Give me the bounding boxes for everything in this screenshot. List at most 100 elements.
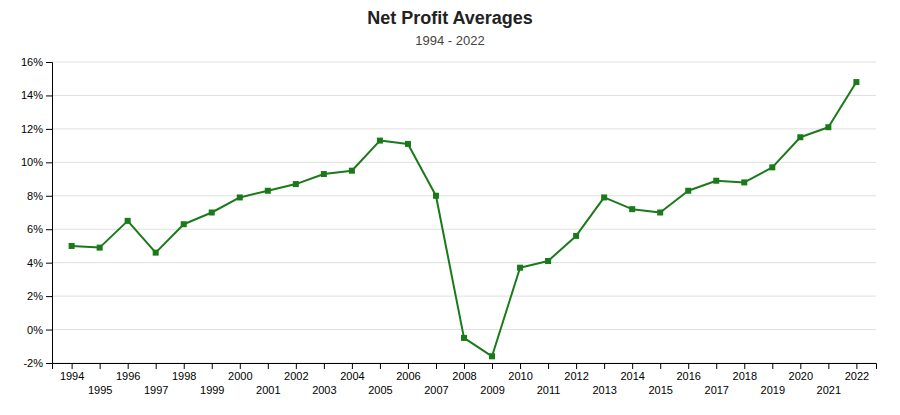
x-tick: 2016 [676,363,700,382]
x-tick-mark [576,363,577,369]
marker [825,124,831,130]
y-tick-label: 6% [27,223,43,235]
x-tick: 2013 [592,363,616,396]
marker [517,265,523,271]
grid-line [52,262,876,263]
y-tick-mark [46,129,52,130]
y-tick-mark [46,62,52,63]
x-tick-label: 2015 [648,384,672,396]
y-tick: 16% [21,56,52,68]
marker [237,194,243,200]
grid-line [52,229,876,230]
x-tick-mark [492,363,493,369]
y-tick: 14% [21,89,52,101]
x-tick-mark [240,363,241,369]
marker [125,218,131,224]
x-tick: 2009 [480,363,504,396]
x-tick-label: 2014 [620,370,644,382]
x-tick: 2007 [424,363,448,396]
plot-area: -2%0%2%4%6%8%10%12%14%16%199419951996199… [21,56,877,396]
marker [573,233,579,239]
data-marks [69,79,860,359]
y-tick: 8% [27,190,52,202]
x-tick-label: 1995 [88,384,112,396]
y-tick-label: 16% [21,56,43,68]
y-tick: 2% [27,290,52,302]
x-tick: 2004 [340,363,364,382]
marker [601,194,607,200]
x-tick-mark [464,363,465,369]
x-tick-mark [184,363,185,369]
y-axis-line [46,63,53,364]
grid-line [52,62,876,63]
x-axis: 1994199519961997199819992000200120022003… [53,363,877,396]
x-tick-mark [380,363,381,369]
marker [489,353,495,359]
x-tick-label: 2008 [452,370,476,382]
y-tick-mark [46,330,52,331]
y-tick-label: -2% [23,357,43,369]
y-tick-mark [46,229,52,230]
grid-line [52,195,876,196]
marker [153,250,159,256]
x-tick: 1999 [200,363,224,396]
x-tick-label: 2016 [676,370,700,382]
y-tick-label: 2% [27,290,43,302]
x-tick: 2008 [452,363,476,382]
y-tick: -2% [23,357,52,369]
x-tick: 2002 [284,363,308,382]
x-tick: 2001 [256,363,280,396]
x-tick-label: 2003 [312,384,336,396]
x-tick-mark [660,363,661,369]
grid-line [52,95,876,96]
chart-container: Net Profit Averages1994 - 2022-2%0%2%4%6… [0,0,900,415]
grid-line [52,162,876,163]
y-tick: 10% [21,156,52,168]
marker [181,221,187,227]
line [72,82,857,356]
x-tick: 1995 [88,363,112,396]
marker [657,210,663,216]
x-tick-mark [688,363,689,369]
y-tick-label: 14% [21,89,43,101]
marker [293,181,299,187]
x-tick-label: 2000 [228,370,252,382]
x-tick: 1997 [144,363,168,396]
x-tick: 2021 [817,363,841,396]
x-tick-label: 2010 [508,370,532,382]
x-tick-mark [324,363,325,369]
x-tick: 2015 [648,363,672,396]
x-tick-mark [436,363,437,369]
x-tick-mark [212,363,213,369]
x-tick-label: 2006 [396,370,420,382]
x-tick-mark [156,363,157,369]
y-tick-label: 4% [27,257,43,269]
y-axis: -2%0%2%4%6%8%10%12%14%16% [21,56,53,369]
x-tick: 2005 [368,363,392,396]
x-tick: 2017 [705,363,729,396]
x-tick: 2010 [508,363,532,382]
x-tick-label: 2002 [284,370,308,382]
marker [349,168,355,174]
x-tick-label: 1996 [116,370,140,382]
x-tick: 2018 [733,363,757,382]
x-tick: 2019 [761,363,785,396]
marker [741,179,747,185]
x-axis-line [53,364,877,370]
x-tick: 2000 [228,363,252,382]
x-tick-label: 2001 [256,384,280,396]
y-tick-mark [46,95,52,96]
x-tick-mark [856,363,857,369]
marker [321,171,327,177]
x-tick-mark [100,363,101,369]
x-tick-label: 2021 [817,384,841,396]
x-tick-mark [268,363,269,369]
x-tick-mark [520,363,521,369]
x-tick: 2022 [845,363,869,382]
x-tick-mark [296,363,297,369]
y-tick-mark [46,196,52,197]
y-tick-label: 10% [21,156,43,168]
y-tick-label: 12% [21,123,43,135]
y-tick: 6% [27,223,52,235]
chart-subtitle: 1994 - 2022 [415,33,484,48]
